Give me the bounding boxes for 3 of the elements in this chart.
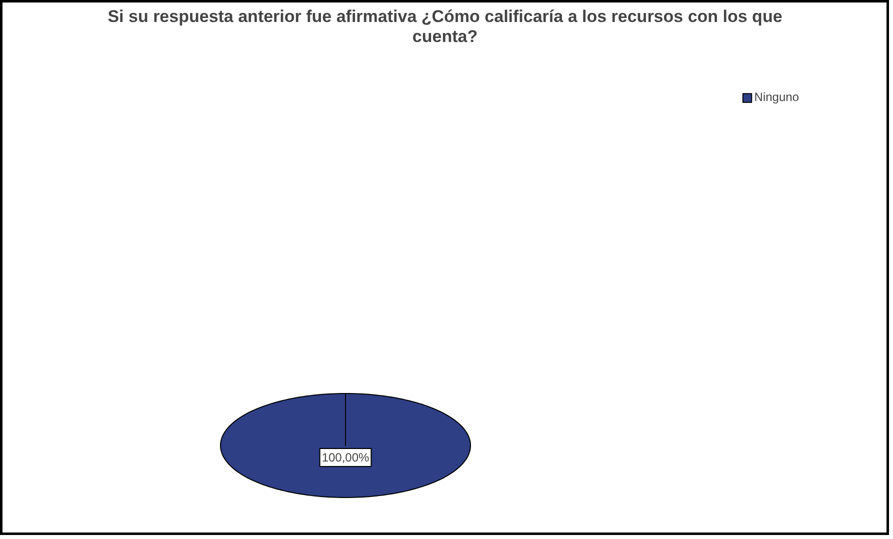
data-label: 100,00% [322, 450, 370, 464]
legend-label: Ninguno [754, 90, 799, 104]
chart-title: Si su respuesta anterior fue afirmativa ¿Cómo calificaría a los recursos con los que cuenta? [108, 7, 782, 46]
